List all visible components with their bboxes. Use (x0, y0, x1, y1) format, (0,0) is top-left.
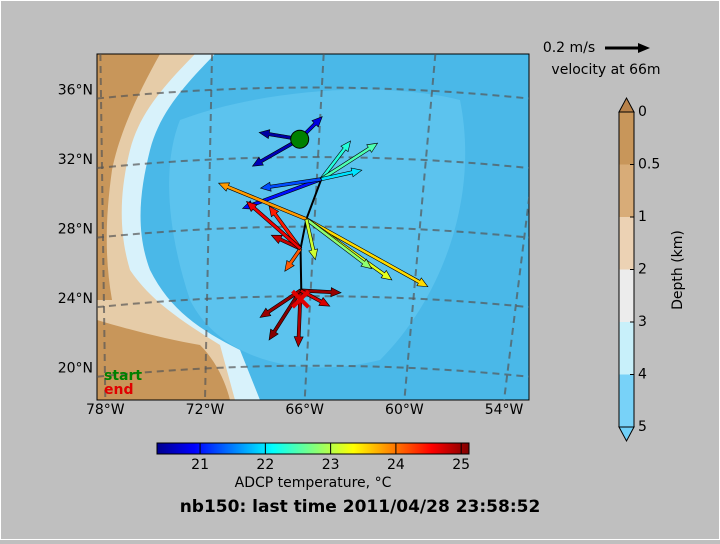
depth-tick-label: 5 (638, 419, 647, 435)
lat-tick-label: 24°N (58, 291, 93, 307)
ship-track (299, 178, 323, 296)
scale-label: 0.2 m/s (543, 40, 595, 56)
velocity-vector (320, 142, 379, 181)
depth-tick-label: 2 (638, 262, 647, 278)
parallel (97, 225, 529, 239)
velocity-vector (245, 201, 303, 251)
lat-tick-label: 32°N (58, 152, 93, 168)
velocity-vector (304, 218, 318, 261)
temp-tick-label: 24 (387, 457, 405, 473)
velocity-vector (320, 167, 363, 182)
meridian (503, 191, 529, 400)
depth-segment (619, 374, 634, 427)
depth-segment (619, 322, 634, 375)
lon-tick-label: 78°W (86, 402, 125, 418)
depth-tick-label: 3 (638, 314, 647, 330)
depth-segment (619, 269, 634, 322)
depth-segment (619, 112, 634, 165)
lat-tick-label: 20°N (58, 361, 93, 377)
parallel (97, 86, 529, 100)
temp-tick-label: 25 (452, 457, 470, 473)
lat-tick-label: 36°N (58, 83, 93, 99)
temp-colorbar (156, 442, 470, 455)
velocity-vector (305, 217, 429, 288)
map-border (96, 53, 530, 401)
parallel (97, 364, 529, 378)
scale-arrow (605, 43, 650, 53)
start-marker (290, 129, 310, 149)
velocity-vector (304, 217, 373, 270)
lat-tick-label: 28°N (58, 222, 93, 238)
depth-tick-label: 4 (638, 367, 647, 383)
depth-tick-label: 0 (638, 104, 647, 120)
depth-colorbar-label: Depth (km) (670, 230, 686, 310)
velocity-vector (284, 247, 303, 272)
scale-caption: velocity at 66m (551, 62, 660, 78)
depth-segment (619, 217, 634, 270)
lon-tick-label: 66°W (285, 402, 324, 418)
meridian (403, 54, 437, 400)
end-marker (291, 289, 310, 309)
temp-tick-label: 22 (256, 457, 274, 473)
temp-tick-label: 21 (191, 457, 209, 473)
velocity-vector (259, 177, 322, 192)
parallel (97, 156, 529, 170)
meridian (99, 54, 107, 400)
title: nb150: last time 2011/04/28 23:58:52 (180, 497, 541, 517)
lon-tick-label: 72°W (186, 402, 225, 418)
temp-colorbar-label: ADCP temperature, °C (235, 475, 392, 491)
velocity-vector (217, 182, 308, 222)
velocity-vector (270, 234, 302, 251)
depth-tick-label: 0.5 (638, 157, 660, 173)
start-label: start (104, 368, 142, 384)
depth-tick-label: 1 (638, 209, 647, 225)
lon-tick-label: 60°W (385, 402, 424, 418)
temp-tick-label: 23 (322, 457, 340, 473)
meridian (204, 54, 214, 400)
end-label: end (104, 382, 133, 398)
velocity-vector (300, 287, 342, 298)
depth-segment (619, 164, 634, 217)
velocity-vector (319, 140, 352, 181)
lon-tick-label: 54°W (485, 402, 524, 418)
